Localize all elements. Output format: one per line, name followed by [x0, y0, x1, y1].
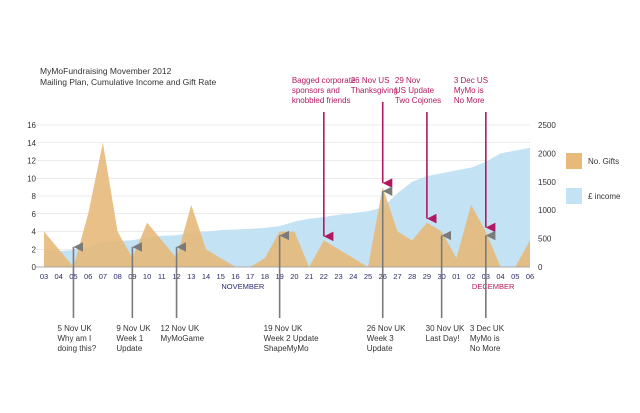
annotation-bottom-4: 26 Nov UK Week 3 Update: [366, 324, 406, 353]
month-label-nov: NOVEMBER: [221, 282, 265, 291]
left-axis-tick-label: 6: [32, 210, 37, 219]
legend-gifts-label: No. Gifts: [588, 156, 620, 166]
legend-income-label: £ income: [588, 191, 621, 201]
x-tick-label: 04: [496, 272, 504, 281]
x-tick-label: 28: [408, 272, 416, 281]
annotation-top-0: Bagged corporate sponsors and knobbled f…: [291, 76, 356, 105]
x-tick-label: 20: [290, 272, 298, 281]
annotation-bottom-5: 30 Nov UK Last Day!: [425, 324, 465, 343]
x-tick-label: 14: [202, 272, 210, 281]
left-axis-tick-label: 14: [27, 139, 36, 148]
legend-gifts-swatch: [566, 153, 582, 169]
x-tick-label: 13: [187, 272, 195, 281]
left-axis-tick-label: 16: [27, 121, 36, 130]
left-axis-tick-label: 10: [27, 174, 36, 183]
right-axis-tick-label: 2500: [538, 121, 556, 130]
x-tick-label: 05: [511, 272, 519, 281]
left-axis-tick-label: 2: [32, 245, 37, 254]
x-tick-label: 22: [320, 272, 328, 281]
x-tick-label: 06: [84, 272, 92, 281]
right-axis-tick-label: 1500: [538, 178, 556, 187]
chart-title: MyMoFundraising Movember 2012: [40, 66, 172, 76]
x-tick-label: 11: [158, 272, 166, 281]
legend-gifts: No. Gifts: [566, 153, 619, 169]
left-axis-tick-label: 8: [32, 192, 37, 201]
month-label-dec: DECEMBER: [472, 282, 515, 291]
x-tick-label: 17: [246, 272, 254, 281]
x-tick-label: 03: [40, 272, 48, 281]
annotation-top-2: 29 Nov US Update Two Cojones: [394, 76, 442, 105]
annotation-top-3: 3 Dec US MyMo is No More: [453, 76, 489, 105]
right-axis-tick-label: 500: [538, 235, 552, 244]
income-area: [44, 147, 530, 267]
x-tick-label: 15: [217, 272, 225, 281]
x-tick-label: 24: [349, 272, 357, 281]
right-axis-tick-label: 2000: [538, 149, 556, 158]
left-axis-tick-label: 0: [32, 263, 37, 272]
legend-income: £ income: [566, 188, 620, 204]
x-tick-label: 07: [99, 272, 107, 281]
x-tick-label: 29: [423, 272, 431, 281]
x-tick-label: 21: [305, 272, 313, 281]
x-tick-label: 02: [467, 272, 475, 281]
chart-subtitle: Mailing Plan, Cumulative Income and Gift…: [40, 77, 217, 87]
x-tick-label: 27: [393, 272, 401, 281]
x-tick-label: 10: [143, 272, 151, 281]
annotation-bottom-2: 12 Nov UK MyMoGame: [160, 324, 205, 343]
left-axis-tick-label: 4: [32, 228, 37, 237]
x-tick-label: 04: [55, 272, 63, 281]
x-tick-label: 01: [452, 272, 460, 281]
x-tick-label: 25: [364, 272, 372, 281]
x-tick-label: 08: [113, 272, 121, 281]
annotation-bottom-0: 5 Nov UK Why am I doing this?: [57, 324, 97, 353]
annotation-top-1: 26 Nov US Thanksgiving: [350, 76, 398, 95]
left-axis-tick-label: 12: [27, 157, 36, 166]
annotation-bottom-3: 19 Nov UK Week 2 Update ShapeMyMo: [263, 324, 319, 353]
gifts-area: [44, 142, 530, 267]
x-tick-label: 23: [334, 272, 342, 281]
right-axis-tick-label: 0: [538, 263, 543, 272]
annotation-bottom-1: 9 Nov UK Week 1 Update: [116, 324, 151, 353]
right-axis-tick-label: 1000: [538, 206, 556, 215]
x-tick-label: 16: [231, 272, 239, 281]
annotation-bottom-6: 3 Dec UK MyMo is No More: [469, 324, 505, 353]
legend-income-swatch: [566, 188, 582, 204]
x-tick-label: 06: [526, 272, 534, 281]
x-tick-label: 18: [261, 272, 269, 281]
